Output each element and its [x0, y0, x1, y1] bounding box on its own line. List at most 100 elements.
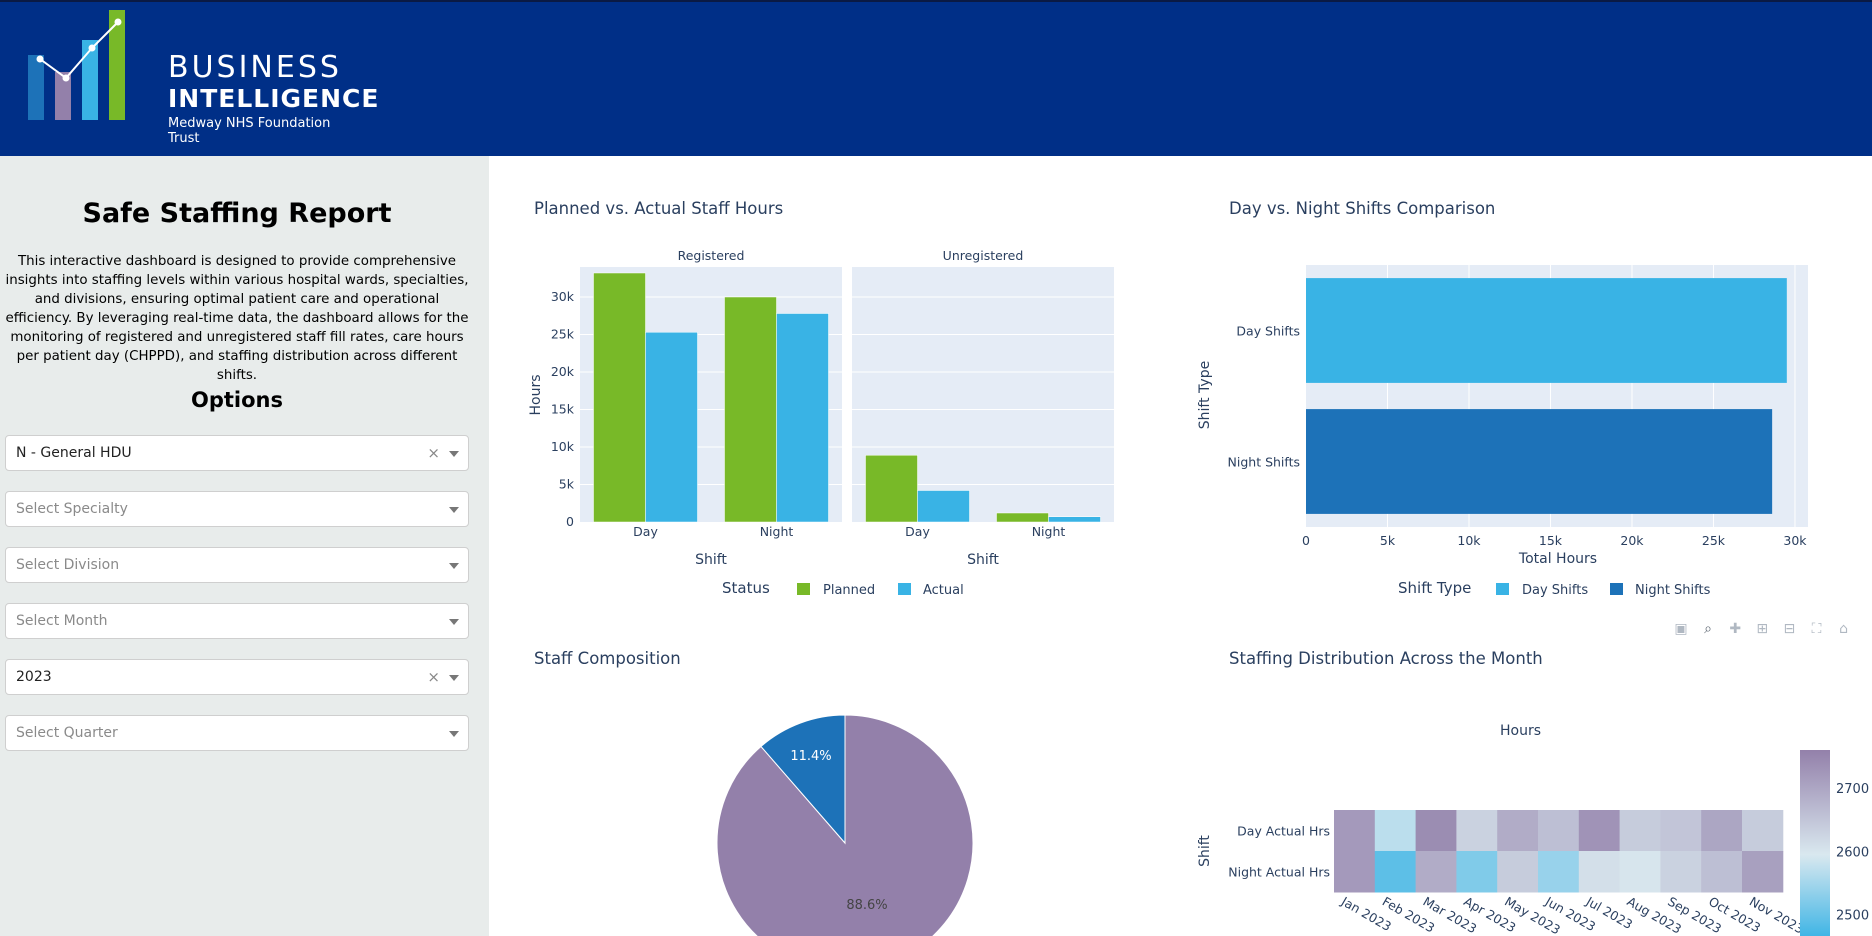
heatmap-cell[interactable]	[1416, 851, 1457, 893]
pie-label-small: 11.4%	[790, 749, 831, 764]
division-dropdown-placeholder: Select Division	[16, 557, 119, 573]
chevron-down-icon[interactable]	[449, 507, 459, 513]
bar-actual-night[interactable]	[777, 314, 829, 523]
zoom-in-icon[interactable]: ⊞	[1751, 621, 1773, 637]
heatmap-cell[interactable]	[1334, 851, 1375, 893]
staff-composition-pie[interactable]: 88.6% 11.4%	[680, 700, 1010, 936]
bar-chart-logo-icon	[28, 10, 158, 130]
chart-title-planned-actual: Planned vs. Actual Staff Hours	[534, 199, 783, 218]
heatmap-cell[interactable]	[1334, 810, 1375, 852]
heatmap-cell[interactable]	[1375, 851, 1416, 893]
bar-planned-day[interactable]	[866, 455, 918, 522]
heatmap-cell[interactable]	[1497, 810, 1538, 852]
chevron-down-icon[interactable]	[449, 675, 459, 681]
chart-title-staffing-distribution: Staffing Distribution Across the Month	[1229, 649, 1543, 668]
legend-label-actual[interactable]: Actual	[923, 583, 964, 598]
heatmap-cell[interactable]	[1742, 851, 1783, 893]
facet-title: Unregistered	[943, 248, 1024, 263]
x-tick-label: Day	[633, 524, 658, 539]
heatmap-cell[interactable]	[1620, 851, 1661, 893]
autoscale-icon[interactable]: ⛶	[1805, 621, 1827, 637]
heatmap-cell[interactable]	[1497, 851, 1538, 893]
chevron-down-icon[interactable]	[449, 451, 459, 457]
specialty-dropdown[interactable]: Select Specialty	[5, 491, 469, 527]
month-dropdown[interactable]: Select Month	[5, 603, 469, 639]
heatmap-cell[interactable]	[1416, 810, 1457, 852]
camera-icon[interactable]: ▣	[1670, 621, 1692, 637]
heatmap-cell[interactable]	[1456, 810, 1497, 852]
options-heading: Options	[0, 388, 474, 412]
planned-vs-actual-chart[interactable]: Registered Day Night Shift Unregistered Day Ni…	[510, 240, 1130, 610]
y-tick-label: Day Shifts	[1236, 324, 1300, 339]
legend-label-night-shifts[interactable]: Night Shifts	[1635, 583, 1711, 598]
y-tick-label: 10k	[551, 439, 575, 454]
heatmap-cell[interactable]	[1742, 810, 1783, 852]
bar-actual-day[interactable]	[918, 491, 970, 523]
legend-label-day-shifts[interactable]: Day Shifts	[1522, 583, 1588, 598]
heatmap-cell[interactable]	[1538, 851, 1579, 893]
bar-planned-day[interactable]	[594, 273, 646, 522]
year-dropdown[interactable]: 2023 ×	[5, 659, 469, 695]
colorbar	[1800, 750, 1830, 936]
heatmap-cell[interactable]	[1660, 851, 1701, 893]
legend-swatch-actual[interactable]	[898, 583, 911, 595]
x-tick-label: 25k	[1702, 533, 1726, 548]
legend-swatch-planned[interactable]	[797, 583, 810, 595]
clear-icon[interactable]: ×	[427, 668, 440, 686]
bar-day-shifts[interactable]	[1306, 278, 1787, 383]
chevron-down-icon[interactable]	[449, 563, 459, 569]
bar-actual-day[interactable]	[646, 332, 698, 522]
bar-actual-night[interactable]	[1049, 517, 1101, 522]
heatmap-cell[interactable]	[1620, 810, 1661, 852]
legend-swatch-day-shifts[interactable]	[1496, 583, 1509, 595]
x-tick-label: Night	[1032, 524, 1066, 539]
row-label: Night Actual Hrs	[1228, 865, 1330, 880]
heatmap-cell[interactable]	[1701, 810, 1742, 852]
zoom-out-icon[interactable]: ⊟	[1778, 621, 1800, 637]
bar-night-shifts[interactable]	[1306, 409, 1772, 514]
c2-legend-title: Shift Type	[1398, 579, 1471, 597]
y-tick-label: 5k	[559, 477, 575, 492]
y-tick-label: Night Shifts	[1228, 455, 1300, 470]
c2-xlabel: Total Hours	[1518, 551, 1597, 567]
bar-planned-night[interactable]	[997, 513, 1049, 522]
quarter-dropdown-placeholder: Select Quarter	[16, 725, 118, 741]
month-dropdown-placeholder: Select Month	[16, 613, 108, 629]
bar-planned-night[interactable]	[725, 297, 777, 522]
legend-label-planned[interactable]: Planned	[823, 583, 875, 598]
x-tick-label: 0	[1302, 533, 1310, 548]
heatmap-cell[interactable]	[1375, 810, 1416, 852]
c1-ylabel: Hours	[528, 374, 544, 415]
heatmap-cell[interactable]	[1579, 851, 1620, 893]
heatmap-cell[interactable]	[1456, 851, 1497, 893]
x-tick-label: 30k	[1783, 533, 1807, 548]
y-tick-label: 0	[566, 514, 574, 529]
options-sidebar: Safe Staffing Report This interactive da…	[0, 156, 489, 936]
ward-dropdown[interactable]: N - General HDU ×	[5, 435, 469, 471]
x-tick-label: 15k	[1539, 533, 1563, 548]
clear-icon[interactable]: ×	[427, 444, 440, 462]
x-tick-label: Day	[905, 524, 930, 539]
c1-legend-title: Status	[722, 579, 770, 597]
heatmap-cell[interactable]	[1701, 851, 1742, 893]
legend-swatch-night-shifts[interactable]	[1610, 583, 1623, 595]
heatmap-cell[interactable]	[1660, 810, 1701, 852]
pan-icon[interactable]: ✚	[1724, 621, 1746, 637]
day-vs-night-chart[interactable]: 0 5k 10k 15k 20k 25k 30k Day Shifts Night Shifts…	[1190, 240, 1860, 610]
division-dropdown[interactable]: Select Division	[5, 547, 469, 583]
home-icon[interactable]: ⌂	[1833, 621, 1855, 637]
zoom-icon[interactable]: ⌕	[1697, 621, 1719, 637]
logo-text-business: BUSINESS	[168, 50, 342, 85]
row-label: Day Actual Hrs	[1237, 824, 1330, 839]
chevron-down-icon[interactable]	[449, 731, 459, 737]
quarter-dropdown[interactable]: Select Quarter	[5, 715, 469, 751]
x-axis-title: Shift	[695, 552, 727, 568]
heatmap-cell[interactable]	[1579, 810, 1620, 852]
chevron-down-icon[interactable]	[449, 619, 459, 625]
y-tick-label: 20k	[551, 364, 575, 379]
y-tick-label: 30k	[551, 289, 575, 304]
dashboard-description: This interactive dashboard is designed t…	[4, 252, 470, 385]
heatmap-cell[interactable]	[1538, 810, 1579, 852]
y-tick-label: 25k	[551, 327, 575, 342]
